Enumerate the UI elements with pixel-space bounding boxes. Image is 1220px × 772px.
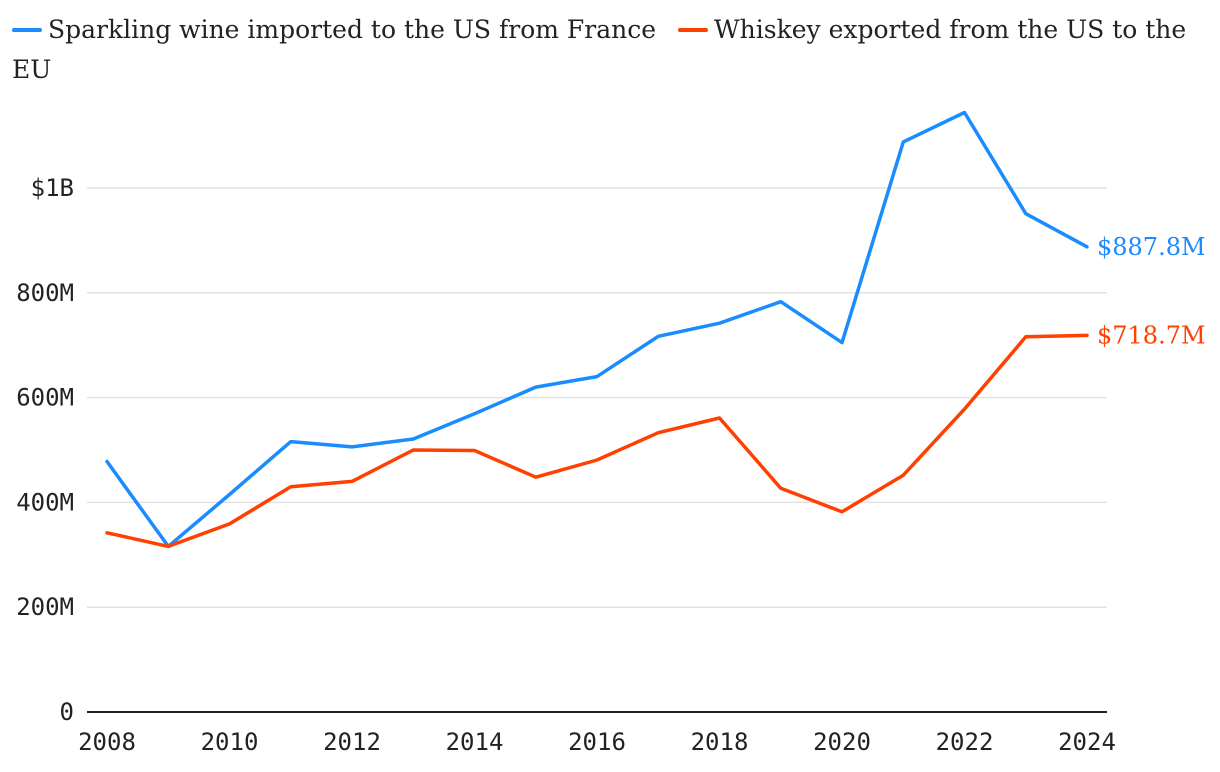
x-tick-label: 2020 [813, 728, 871, 756]
x-axis: 2008 2010 2012 2014 2016 2018 2020 2022 2024 [78, 711, 1116, 756]
x-tick-label: 2018 [691, 728, 749, 756]
data-point [717, 415, 723, 421]
x-tick-label: 2010 [201, 728, 259, 756]
data-point [104, 530, 110, 536]
data-point [839, 340, 845, 346]
legend: Sparkling wine imported to the US from F… [12, 10, 1212, 90]
series-lines [104, 110, 1090, 549]
legend-swatch-whiskey [677, 27, 708, 32]
legend-label-sparkling-wine: Sparkling wine imported to the US from F… [48, 15, 656, 44]
data-point [962, 110, 968, 116]
data-point [349, 478, 355, 484]
series-line-0 [105, 110, 1089, 549]
y-tick-label: 800M [16, 279, 74, 307]
data-point [227, 521, 233, 527]
y-tick-label: $1B [31, 174, 74, 202]
data-point [594, 374, 600, 380]
data-point [778, 485, 784, 491]
x-tick-label: 2014 [446, 728, 504, 756]
data-point [900, 139, 906, 145]
y-axis: 0 200M 400M 600M 800M $1B [16, 174, 74, 726]
data-point [655, 333, 661, 339]
data-point [349, 444, 355, 450]
data-point [165, 543, 171, 549]
y-tick-label: 400M [16, 488, 74, 516]
x-tick-label: 2022 [936, 728, 994, 756]
data-point [1023, 211, 1029, 217]
data-point [717, 320, 723, 326]
y-tick-label: 200M [16, 593, 74, 621]
data-point [1023, 334, 1029, 340]
data-point [533, 384, 539, 390]
data-point [472, 448, 478, 454]
x-tick-label: 2024 [1058, 728, 1116, 756]
data-point [288, 439, 294, 445]
data-point [778, 299, 784, 305]
data-point [839, 509, 845, 515]
legend-swatch-sparkling-wine [12, 27, 42, 32]
series-line-1 [105, 333, 1089, 549]
gridlines [87, 187, 1107, 608]
data-point [104, 459, 110, 465]
data-point [472, 411, 478, 417]
data-point [594, 457, 600, 463]
data-point [533, 474, 539, 480]
data-point [1084, 244, 1090, 250]
data-point [410, 436, 416, 442]
x-tick-label: 2012 [323, 728, 381, 756]
data-point [227, 492, 233, 498]
data-point [655, 430, 661, 436]
data-point [962, 406, 968, 412]
y-tick-label: 0 [60, 698, 74, 726]
data-point [1084, 332, 1090, 338]
x-tick-label: 2016 [568, 728, 626, 756]
legend-label-whiskey: Whiskey exported from the US to the EU [12, 15, 1187, 84]
end-label-1: $718.7M [1097, 321, 1206, 349]
end-labels: $887.8M $718.7M [1097, 233, 1206, 350]
data-point [900, 472, 906, 478]
data-point [410, 447, 416, 453]
y-tick-label: 600M [16, 384, 74, 412]
legend-item-sparkling-wine[interactable]: Sparkling wine imported to the US from F… [12, 15, 664, 44]
data-point [288, 484, 294, 490]
x-tick-label: 2008 [78, 728, 136, 756]
end-label-0: $887.8M [1097, 233, 1206, 261]
legend-item-whiskey[interactable]: Whiskey exported from the US to the EU [12, 15, 1186, 84]
